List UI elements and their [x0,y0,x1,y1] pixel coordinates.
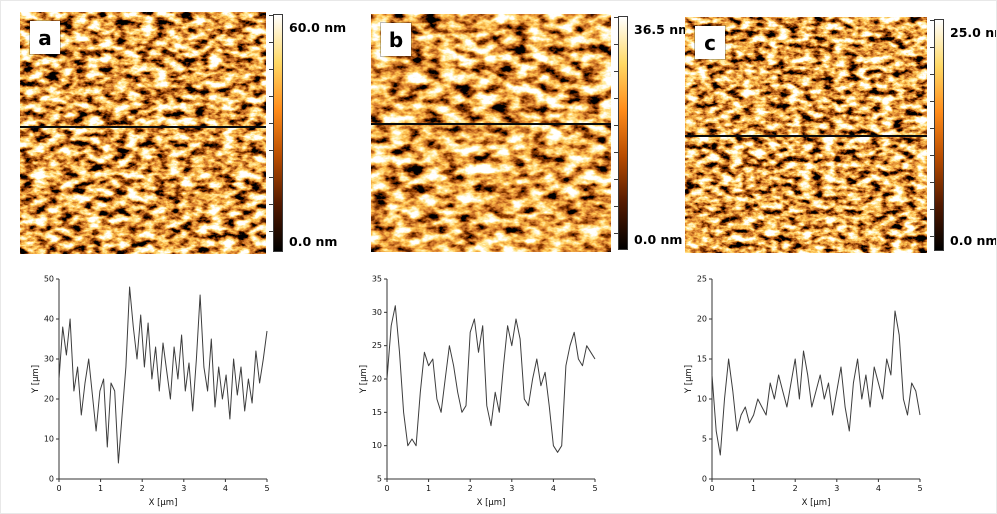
panel-label: c [695,26,725,59]
profile-chart-a: 0 1 2 3 4 5 0 10 20 30 40 50 X [μm] Y [μm] [29,271,277,509]
y-tick-label: 15 [372,408,382,417]
x-tick-label: 5 [917,484,922,493]
afm-image-b: b [371,14,611,252]
x-tick-label: 4 [551,484,556,493]
x-tick-label: 4 [876,484,881,493]
x-tick-label: 5 [592,484,597,493]
y-tick-label: 5 [702,435,707,444]
y-tick-label: 5 [377,475,382,484]
panel-c: c 25.0 nm 0.0 nm [685,17,996,267]
scale-max-label: 60.0 nm [289,20,347,35]
x-tick-label: 2 [793,484,798,493]
y-tick-label: 20 [44,395,54,404]
profile-trace [386,305,596,453]
y-tick-label: 25 [372,341,382,350]
y-tick-label: 10 [44,435,54,444]
y-tick-label: 40 [44,315,54,324]
profile-chart-c: 0 1 2 3 4 5 0 5 10 15 20 25 X [μm] Y [μm] [682,271,930,509]
afm-image-c: c [685,17,927,253]
y-tick-label: 30 [44,355,54,364]
panel-label: a [30,21,60,54]
colorbar-ticks [614,17,618,249]
colorbar-ticks [930,20,934,250]
y-tick-label: 10 [372,441,382,450]
x-tick-label: 1 [98,484,103,493]
afm-texture-a [20,12,266,254]
profile-trace [711,310,921,456]
profile-plot: 0 1 2 3 4 5 5 10 15 20 25 30 35 X [μm] Y [μm] [359,275,598,509]
scale-max-label: 36.5 nm [634,22,692,37]
x-tick-label: 0 [384,484,389,493]
x-tick-label: 3 [834,484,839,493]
x-axis-label: X [μm] [802,498,831,508]
x-tick-label: 2 [468,484,473,493]
x-tick-label: 4 [223,484,228,493]
y-axis-label: Y [μm] [31,365,41,394]
height-colorbar [614,16,628,250]
y-tick-label: 50 [44,275,54,284]
profile-trace [58,286,268,464]
colorbar-ticks [269,15,273,251]
afm-image-a: a [20,12,266,254]
height-colorbar [930,19,944,251]
profile-plot: 0 1 2 3 4 5 0 5 10 15 20 25 X [μm] Y [μm] [684,275,923,509]
x-axis-label: X [μm] [149,498,178,508]
y-tick-label: 20 [372,375,382,384]
x-axis-label: X [μm] [477,498,506,508]
panel-label: b [381,23,411,56]
scale-min-label: 0.0 nm [289,234,338,249]
x-tick-label: 3 [181,484,186,493]
y-tick-label: 35 [372,275,382,284]
scale-min-label: 0.0 nm [634,232,683,247]
afm-texture-b [371,14,611,252]
x-tick-label: 1 [426,484,431,493]
scale-min-label: 0.0 nm [950,233,997,248]
panel-a: a 60.0 nm 0.0 nm [20,12,346,266]
y-tick-label: 0 [702,475,707,484]
y-tick-label: 0 [49,475,54,484]
profile-chart-b: 0 1 2 3 4 5 5 10 15 20 25 30 35 X [μm] Y [μm] [357,271,605,509]
y-tick-label: 10 [697,395,707,404]
profile-line-overlay [371,123,611,126]
y-tick-label: 20 [697,315,707,324]
y-tick-label: 25 [697,275,707,284]
x-tick-label: 1 [751,484,756,493]
panel-b: b 36.5 nm 0.0 nm [371,14,691,266]
x-tick-label: 0 [56,484,61,493]
height-colorbar [269,14,283,252]
x-tick-label: 0 [709,484,714,493]
x-tick-label: 3 [509,484,514,493]
profile-line-overlay [20,125,266,128]
y-axis-label: Y [μm] [359,365,369,394]
y-axis-label: Y [μm] [684,365,694,394]
x-tick-label: 2 [140,484,145,493]
y-tick-label: 15 [697,355,707,364]
scale-max-label: 25.0 nm [950,25,996,40]
y-tick-label: 30 [372,308,382,317]
x-tick-label: 5 [264,484,269,493]
profile-line-overlay [685,135,927,137]
